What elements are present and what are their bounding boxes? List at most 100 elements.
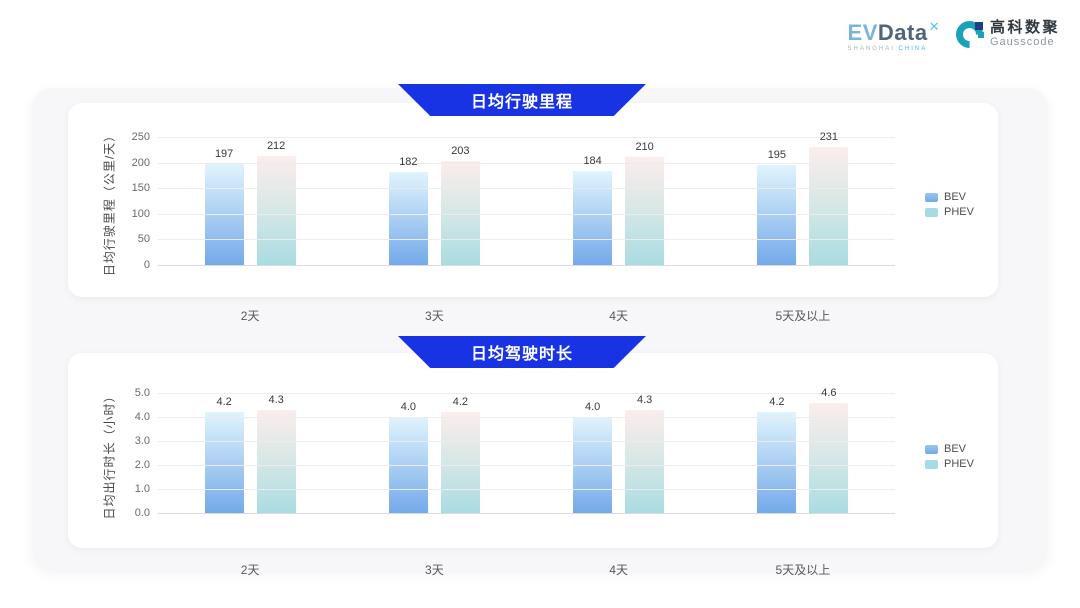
legend-swatch-bev-icon xyxy=(925,192,938,202)
gridline xyxy=(158,239,895,241)
bar-value-label: 231 xyxy=(819,130,839,143)
bar-value-label: 4.3 xyxy=(268,393,284,406)
gridline xyxy=(158,188,895,190)
bar-value-label: 195 xyxy=(767,149,787,162)
gridline xyxy=(158,441,895,442)
legend-label-phev: PHEV xyxy=(944,458,974,470)
gausscode-logo: 高科数聚 Gausscode xyxy=(950,14,1060,54)
bar-value-label: 210 xyxy=(635,141,654,154)
legend-label-phev: PHEV xyxy=(944,206,974,218)
bar-bev-5天及以上 xyxy=(757,412,797,513)
chart-title-mileage: 日均行驶里程 xyxy=(470,94,573,111)
chart-title-banner-duration: 日均驾驶时长 xyxy=(398,336,646,368)
bar-value-label: 4.2 xyxy=(452,396,469,409)
gausscode-en-name: Gausscode xyxy=(989,36,1055,48)
legend-swatch-phev-icon xyxy=(925,459,938,469)
gridline xyxy=(158,162,895,164)
y-axis-tick-label: 4.0 xyxy=(134,411,150,423)
bar-value-label: 4.6 xyxy=(821,386,837,399)
gridline xyxy=(158,213,895,215)
bar-phev-3天 xyxy=(440,412,480,513)
x-axis-category-label: 4天 xyxy=(609,309,628,323)
legend-mileage: BEV PHEV xyxy=(925,191,974,218)
y-axis-tick-label: 50 xyxy=(137,233,150,246)
gausscode-icon xyxy=(950,14,989,54)
bar-value-label: 182 xyxy=(399,155,418,168)
gausscode-teal-square xyxy=(977,31,984,38)
bar-phev-4天 xyxy=(625,409,665,513)
evdata-tagline-right: CHINA xyxy=(898,46,928,52)
bar-value-label: 4.0 xyxy=(400,401,417,413)
gridline xyxy=(158,489,895,490)
x-axis-category-label: 4天 xyxy=(609,563,628,577)
plot-area-mileage: 0 50 100 150 200 250 2天 197 212 3天 182 203 4天 184 210 5… xyxy=(132,131,895,323)
bar-phev-5天及以上 xyxy=(809,402,849,513)
y-axis-tick-label: 0.0 xyxy=(134,507,150,519)
bar-value-label: 212 xyxy=(266,140,286,153)
x-axis-category-label: 3天 xyxy=(425,563,444,577)
bar-phev-3天 xyxy=(440,161,480,265)
evdata-tagline: SHANGHAI CHINA xyxy=(848,46,928,52)
bar-value-label: 4.2 xyxy=(216,396,232,409)
x-axis-category-label: 2天 xyxy=(240,563,260,577)
x-axis-category-label: 5天及以上 xyxy=(775,563,831,577)
bar-phev-2天 xyxy=(256,409,296,513)
legend-item-bev[interactable]: BEV xyxy=(925,191,974,203)
gridline xyxy=(158,513,895,514)
x-axis-category-label: 2天 xyxy=(240,309,260,323)
y-axis-tick-label: 100 xyxy=(131,207,150,220)
bar-value-label: 203 xyxy=(451,145,470,158)
x-axis-category-label: 5天及以上 xyxy=(775,309,831,323)
legend-label-bev: BEV xyxy=(944,443,967,455)
y-axis-tick-label: 0 xyxy=(143,259,150,271)
y-axis-tick-label: 5.0 xyxy=(134,387,150,399)
evdata-logo: EVData✕ SHANGHAI CHINA xyxy=(848,16,940,52)
legend-item-phev[interactable]: PHEV xyxy=(925,458,974,470)
gridline xyxy=(158,393,895,394)
bar-bev-4天 xyxy=(573,170,613,265)
legend-duration: BEV PHEV xyxy=(925,443,974,470)
y-axis-tick-label: 1.0 xyxy=(134,483,150,495)
bar-bev-3天 xyxy=(388,171,428,265)
legend-item-bev[interactable]: BEV xyxy=(925,443,974,455)
bar-phev-4天 xyxy=(625,157,665,265)
legend-label-bev: BEV xyxy=(944,191,967,203)
bar-value-label: 4.0 xyxy=(584,401,601,413)
header-logo-bar: EVData✕ SHANGHAI CHINA 高科数聚 Gausscode xyxy=(848,14,1060,54)
gridline xyxy=(158,465,895,466)
y-axis-tick-label: 150 xyxy=(131,182,150,195)
y-axis-tick-label: 2.0 xyxy=(134,459,150,471)
y-axis-tick-label: 200 xyxy=(131,156,150,169)
chart-title-banner-mileage: 日均行驶里程 xyxy=(398,84,646,116)
evdata-x-icon: ✕ xyxy=(928,19,940,34)
bar-bev-2天 xyxy=(204,412,244,513)
gausscode-text: 高科数聚 Gausscode xyxy=(989,19,1060,49)
plot-area-duration: 0.0 1.0 2.0 3.0 4.0 5.0 2天 4.2 4.3 3天 4.0 4.2 4天 4.0 4… xyxy=(135,387,895,577)
bar-phev-2天 xyxy=(256,156,296,265)
gridline xyxy=(158,417,895,418)
y-axis-tick-label: 3.0 xyxy=(134,435,150,447)
legend-item-phev[interactable]: PHEV xyxy=(925,206,974,218)
bar-value-label: 184 xyxy=(583,154,602,167)
gausscode-navy-square xyxy=(974,21,983,30)
gridline xyxy=(158,265,895,266)
chart-card-daily-duration: 日均出行时长（小时） 0.0 1.0 2.0 3.0 4.0 5.0 2天 4.2 4.3 3天 4… xyxy=(68,353,998,577)
bar-phev-5天及以上 xyxy=(809,146,849,265)
y-axis-tick-label: 250 xyxy=(131,131,150,143)
evdata-ev-text: EV xyxy=(847,20,878,45)
legend-swatch-bev-icon xyxy=(925,444,938,454)
bar-value-label: 4.2 xyxy=(769,396,785,409)
chart-title-duration: 日均驾驶时长 xyxy=(470,346,573,363)
banner-trapezoid-shape xyxy=(398,336,646,368)
bar-bev-5天及以上 xyxy=(757,165,797,265)
x-axis-category-label: 3天 xyxy=(425,309,444,323)
legend-swatch-phev-icon xyxy=(925,207,938,217)
evdata-wordmark: EVData✕ xyxy=(848,16,940,44)
evdata-tagline-left: SHANGHAI xyxy=(847,46,895,52)
gausscode-cn-name: 高科数聚 xyxy=(989,19,1060,36)
gridline xyxy=(158,137,895,138)
banner-trapezoid-shape xyxy=(398,84,646,116)
bar-value-label: 4.3 xyxy=(636,393,653,406)
chart-card-daily-mileage: 日均行驶里程（公里/天） 0 50 100 150 200 250 2天 197 212 3天 18… xyxy=(68,103,998,323)
